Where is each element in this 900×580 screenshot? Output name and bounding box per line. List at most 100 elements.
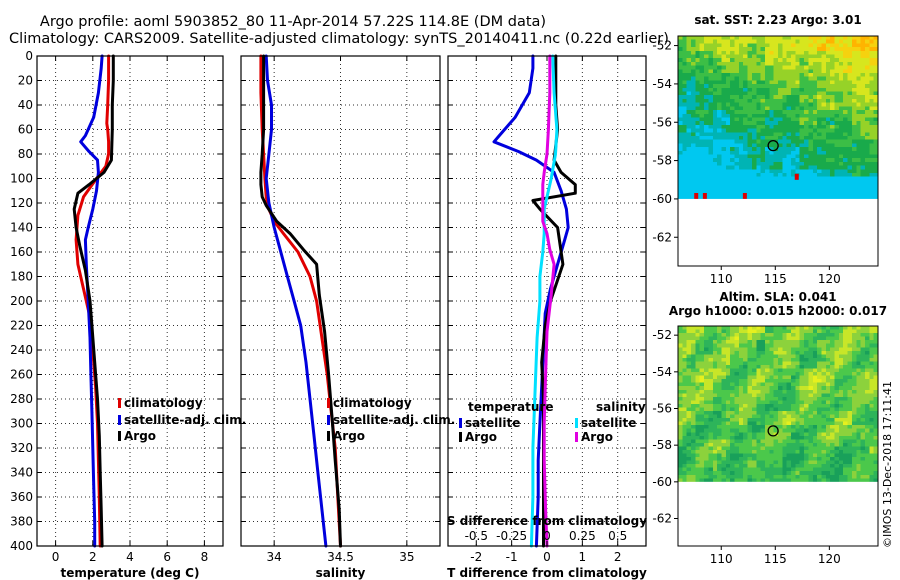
sst_map-cell (725, 50, 731, 55)
sst_map-cell (686, 158, 692, 163)
sla_map-cell (821, 336, 827, 341)
sst_map-cell (764, 195, 770, 200)
sla_map-cell (682, 375, 688, 380)
sst_map-cell (804, 154, 809, 159)
sla_map-cell (699, 435, 705, 440)
sst_map-cell (773, 87, 779, 92)
sla_map-cell (769, 375, 775, 380)
sst_map-cell (786, 39, 792, 44)
sst_map-cell (830, 180, 835, 185)
sla_map-cell (782, 354, 788, 359)
sst_map-cell (799, 176, 805, 181)
sst_map-cell (756, 143, 762, 148)
sst_map-cell (708, 191, 714, 196)
sst_map-cell (834, 180, 840, 185)
sla_map-cell (778, 446, 783, 451)
sst_map-cell (712, 113, 718, 118)
sst_map-cell (804, 139, 809, 144)
sst_map-cell (864, 50, 870, 55)
sla_map-cell (864, 326, 870, 330)
sst_map-cell (747, 98, 753, 104)
sla_map-cell (864, 446, 870, 451)
sst_map-cell (773, 121, 779, 126)
sst_map-cell (699, 50, 705, 55)
depth-tick-label: 280 (10, 392, 33, 406)
sst_map-cell (791, 39, 796, 44)
sst_map-cell (817, 73, 822, 78)
sla_map-cell (843, 329, 848, 334)
sla_map-cell (747, 382, 753, 387)
sla_map-cell (851, 382, 857, 387)
sst_map-cell (747, 87, 753, 92)
sst_map-cell (804, 121, 809, 126)
sla_map-cell (760, 386, 766, 391)
sla_map-cell (812, 467, 818, 472)
sla_map-cell (869, 361, 875, 366)
sst_map-cell (764, 36, 770, 41)
sla_map-cell (838, 379, 844, 384)
sst_map-cell (856, 180, 862, 185)
sst_map-cell (686, 76, 692, 81)
sst_map-cell (760, 58, 766, 63)
sst_map-cell (804, 43, 809, 48)
sla_map-cell (869, 354, 875, 359)
sst_map-cell (747, 191, 753, 196)
sst_map-cell (825, 169, 831, 174)
sla_map-cell (751, 396, 757, 401)
sla_map-cell (838, 428, 844, 433)
sla_map-cell (847, 442, 853, 447)
sst_map-cell (825, 154, 831, 159)
sst_map-cell (851, 73, 857, 78)
sst_map-cell (699, 121, 705, 126)
sla_map-cell (686, 400, 692, 405)
sst_map-cells (678, 36, 879, 200)
sst_map-cell (708, 54, 714, 59)
sst_map-cell (747, 36, 753, 41)
sla_map-cell (756, 326, 762, 330)
sst_map-cell (804, 65, 809, 70)
sst_map-cell (791, 121, 796, 126)
sst_map-cell (708, 158, 714, 163)
sla_map-cell (786, 449, 792, 454)
sst_map-cell (851, 65, 857, 70)
sla_map-cell (847, 350, 853, 355)
sst_map-cell (830, 106, 835, 111)
sst_map-cell (786, 95, 792, 100)
sla_map-cell (747, 347, 753, 352)
sla_map-cell (782, 357, 788, 362)
sla_map-cell (847, 464, 853, 469)
sst_map-cell (682, 106, 688, 111)
sla_map-cell (791, 357, 796, 362)
sla_map-cell (851, 361, 857, 366)
sla_map-cell (699, 347, 705, 352)
sla_map-cell (847, 435, 853, 440)
sla_map-cell (851, 400, 857, 405)
sla_map-cell (830, 333, 835, 338)
sla_map-cell (834, 326, 840, 330)
sla_map-cell (738, 432, 744, 437)
sla_map-cell (686, 474, 692, 479)
sla_map-cell (851, 474, 857, 479)
sla_map-cell (738, 379, 744, 384)
sst_map-cell (682, 50, 688, 55)
sst_map-cell (738, 191, 744, 196)
sla_map-cell (769, 343, 775, 348)
sst_map-cell (678, 113, 683, 118)
sla_map-cell (678, 368, 683, 373)
sla_map-cell (734, 361, 740, 366)
sst_map-cell (860, 43, 866, 48)
sla_map-cell (756, 471, 762, 476)
sst_map-cell (764, 117, 770, 122)
sst_map-cell (782, 61, 788, 67)
sst_map-cell (725, 165, 731, 170)
sla_map-cell (825, 453, 831, 458)
sla_map-cell (838, 471, 844, 476)
sla_map-cell (808, 347, 814, 352)
sst_map-cell (773, 76, 779, 81)
sst_map-cell (786, 121, 792, 126)
sla_map-cell (786, 336, 792, 341)
sst_map-cell (743, 65, 748, 70)
sst_map-cell (738, 106, 744, 111)
sst_map-cell (756, 39, 762, 44)
sst_map-cell (782, 69, 788, 74)
